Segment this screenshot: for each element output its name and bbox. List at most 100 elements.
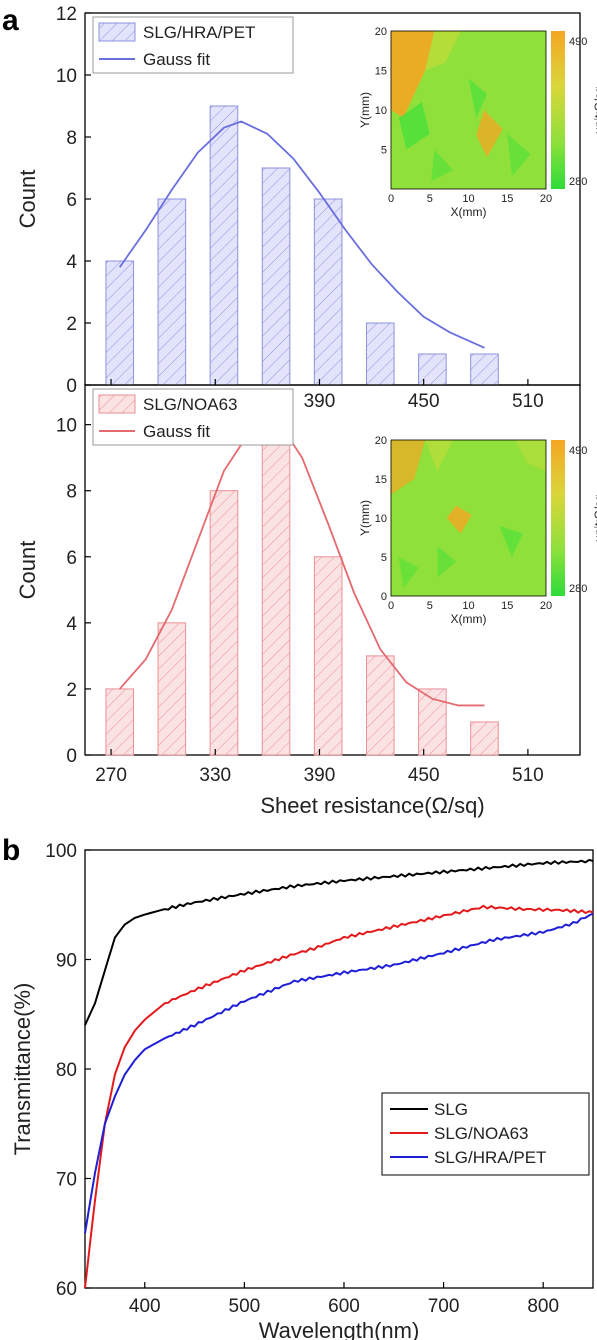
legend-label-fit: Gauss fit bbox=[143, 422, 210, 441]
ytick-label: 60 bbox=[56, 1279, 77, 1300]
colorbar-tick-low: 280 bbox=[569, 176, 587, 188]
ytick-label: 0 bbox=[66, 376, 77, 397]
inset-xtick-label: 5 bbox=[427, 193, 433, 205]
inset-x-label: X(mm) bbox=[451, 612, 487, 626]
ytick-label: 2 bbox=[66, 314, 77, 335]
inset-heatmap-patch bbox=[398, 557, 419, 589]
inset-ytick-label: 0 bbox=[381, 591, 387, 603]
bar-305 bbox=[157, 198, 187, 386]
legend-label: SLG/HRA/PET bbox=[434, 1148, 546, 1167]
series-line-slg-noa63 bbox=[84, 904, 594, 1289]
bar-305 bbox=[157, 622, 187, 756]
ytick-label: 8 bbox=[66, 482, 77, 503]
ytick-label: 10 bbox=[56, 416, 77, 437]
inset-ytick-label: 15 bbox=[375, 474, 387, 486]
xtick-label: 510 bbox=[512, 391, 544, 412]
bar-425 bbox=[365, 322, 395, 386]
inset-y-label: Y(mm) bbox=[358, 500, 372, 536]
bar-365 bbox=[261, 424, 291, 756]
xtick-label: 450 bbox=[408, 765, 440, 786]
colorbar-tick-low: 280 bbox=[569, 583, 587, 595]
transmittance-chart: 60 70 80 90 100 400 500 600 700 800 Wavelength(nm)… bbox=[10, 841, 594, 1340]
inset-ytick-label: 5 bbox=[381, 552, 387, 564]
legend-swatch-bar bbox=[98, 22, 136, 42]
bar-425 bbox=[365, 655, 395, 756]
ytick-label: 6 bbox=[66, 190, 77, 211]
ytick-label: 4 bbox=[66, 614, 77, 635]
ytick-label: 12 bbox=[56, 4, 77, 25]
gauss-fit-line bbox=[118, 120, 485, 349]
legend-label-series: SLG/HRA/PET bbox=[143, 23, 255, 42]
inset-heatmap-patch bbox=[425, 31, 461, 71]
bar-455 bbox=[418, 688, 447, 756]
bar-395 bbox=[313, 556, 343, 756]
ytick-label: 8 bbox=[66, 128, 77, 149]
bar-335 bbox=[209, 105, 239, 386]
inset-ytick-label: 20 bbox=[375, 435, 387, 447]
panel-label-a: a bbox=[2, 4, 19, 37]
bar-395 bbox=[313, 198, 343, 386]
series-line-slg bbox=[84, 858, 594, 1026]
y-axis-label: Count bbox=[15, 170, 40, 229]
xtick-label: 700 bbox=[428, 1296, 460, 1317]
xtick-label: 800 bbox=[527, 1296, 559, 1317]
inset-frame bbox=[390, 439, 547, 597]
bar-335 bbox=[209, 490, 239, 756]
xtick-label: 450 bbox=[408, 391, 440, 412]
bar-485 bbox=[470, 353, 499, 386]
colorbar-label: unit:Ω/sq bbox=[592, 86, 597, 134]
legend-label-fit: Gauss fit bbox=[143, 50, 210, 69]
bar-455 bbox=[418, 353, 447, 386]
bar-485 bbox=[470, 721, 499, 756]
inset-xtick-label: 20 bbox=[540, 193, 552, 205]
inset-xtick-label: 5 bbox=[427, 600, 433, 612]
inset-heatmap-patch bbox=[499, 525, 523, 557]
legend-swatch-bar bbox=[98, 394, 136, 414]
inset-colorbar bbox=[551, 31, 565, 189]
panel-label-b: b bbox=[2, 834, 20, 867]
inset-frame bbox=[390, 30, 547, 190]
series-line-slg-hra-pet bbox=[84, 912, 594, 1234]
inset-ytick-label: 10 bbox=[375, 513, 387, 525]
inset-ytick-label: 10 bbox=[375, 105, 387, 117]
inset-colorbar bbox=[551, 440, 565, 596]
inset-ytick-label: 5 bbox=[381, 145, 387, 157]
y-axis-label: Count bbox=[15, 541, 40, 600]
inset-xtick-label: 20 bbox=[540, 600, 552, 612]
xtick-label: 390 bbox=[304, 765, 336, 786]
bar-365 bbox=[261, 167, 291, 386]
inset-heatmap-patch bbox=[398, 102, 430, 150]
inset-heatmap-patch bbox=[391, 31, 435, 118]
legend-label: SLG/NOA63 bbox=[434, 1124, 529, 1143]
xtick-label: 510 bbox=[512, 765, 544, 786]
colorbar-tick-high: 490 bbox=[569, 36, 587, 48]
legend-label-series: SLG/NOA63 bbox=[143, 395, 238, 414]
colorbar-tick-high: 490 bbox=[569, 445, 587, 457]
bar-275 bbox=[105, 688, 135, 756]
inset-heatmap-patch bbox=[391, 440, 426, 495]
ytick-label: 90 bbox=[56, 951, 77, 972]
inset-heatmap-patch bbox=[437, 546, 457, 578]
inset-heatmap-patch bbox=[515, 440, 546, 472]
ytick-label: 4 bbox=[66, 252, 77, 273]
inset-xtick-label: 15 bbox=[501, 193, 513, 205]
ytick-label: 70 bbox=[56, 1170, 77, 1191]
ytick-label: 100 bbox=[45, 841, 77, 862]
inset-heatmap-patch bbox=[446, 505, 472, 534]
colorbar-label: unit:Ω/sq bbox=[592, 494, 597, 542]
inset-y-label: Y(mm) bbox=[358, 92, 372, 128]
xtick-label: 400 bbox=[129, 1296, 161, 1317]
xtick-label: 600 bbox=[328, 1296, 360, 1317]
x-axis-label: Sheet resistance(Ω/sq) bbox=[260, 793, 484, 818]
inset-heatmap-patch bbox=[476, 110, 503, 158]
legend-label: SLG bbox=[434, 1100, 468, 1119]
xtick-label: 270 bbox=[95, 765, 127, 786]
inset-ytick-label: 15 bbox=[375, 66, 387, 78]
bar-275 bbox=[105, 260, 135, 386]
inset-xtick-label: 10 bbox=[462, 193, 474, 205]
histogram-top: 024681012270330390450510CountSLG/HRA/PET… bbox=[15, 4, 597, 412]
inset-ytick-label: 20 bbox=[375, 26, 387, 38]
xtick-label: 390 bbox=[304, 391, 336, 412]
xtick-label: 500 bbox=[229, 1296, 261, 1317]
